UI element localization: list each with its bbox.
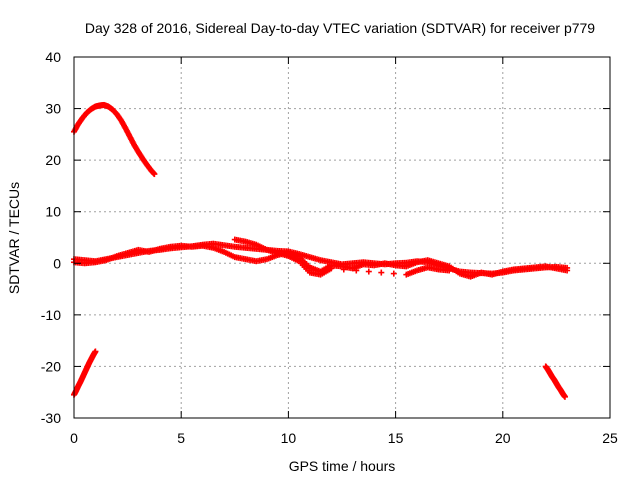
series-main-band-c xyxy=(231,236,453,278)
chart-title: Day 328 of 2016, Sidereal Day-to-day VTE… xyxy=(85,20,595,36)
x-tick-label: 0 xyxy=(70,430,78,446)
data-point xyxy=(446,267,453,274)
data-point xyxy=(353,267,360,274)
y-axis-tick-labels: -30 -20 -10 0 10 20 30 40 xyxy=(41,49,61,426)
data-point xyxy=(561,393,568,400)
series-arc-low-end xyxy=(542,363,568,400)
data-point xyxy=(340,266,347,273)
x-axis-tick-labels: 0 5 10 15 20 25 xyxy=(70,430,618,446)
y-tick-label: 20 xyxy=(45,152,61,168)
y-tick-label: 10 xyxy=(45,204,61,220)
data-point xyxy=(564,267,571,274)
y-tick-label: 30 xyxy=(45,101,61,117)
data-point xyxy=(378,269,385,276)
y-tick-label: 40 xyxy=(45,49,61,65)
x-tick-label: 25 xyxy=(602,430,618,446)
data-point xyxy=(390,270,397,277)
x-tick-label: 15 xyxy=(388,430,404,446)
data-points xyxy=(71,101,571,400)
y-axis-label: SDTVAR / TECUs xyxy=(6,182,22,294)
y-tick-label: -20 xyxy=(41,358,61,374)
x-tick-label: 20 xyxy=(495,430,511,446)
x-tick-label: 10 xyxy=(281,430,297,446)
data-point xyxy=(151,171,158,178)
y-tick-label: 0 xyxy=(53,255,61,271)
series-arc-high xyxy=(71,101,158,178)
series-main-band-b xyxy=(71,242,571,280)
y-tick-label: -30 xyxy=(41,410,61,426)
grid-lines xyxy=(74,57,610,418)
data-point xyxy=(365,268,372,275)
x-tick-label: 5 xyxy=(177,430,185,446)
y-tick-label: -10 xyxy=(41,307,61,323)
axis-ticks xyxy=(73,56,611,419)
x-axis-label: GPS time / hours xyxy=(289,458,396,474)
series-arc-low-start xyxy=(71,348,99,398)
data-point xyxy=(328,265,335,272)
plot-frame xyxy=(73,56,611,419)
data-point xyxy=(92,348,99,355)
